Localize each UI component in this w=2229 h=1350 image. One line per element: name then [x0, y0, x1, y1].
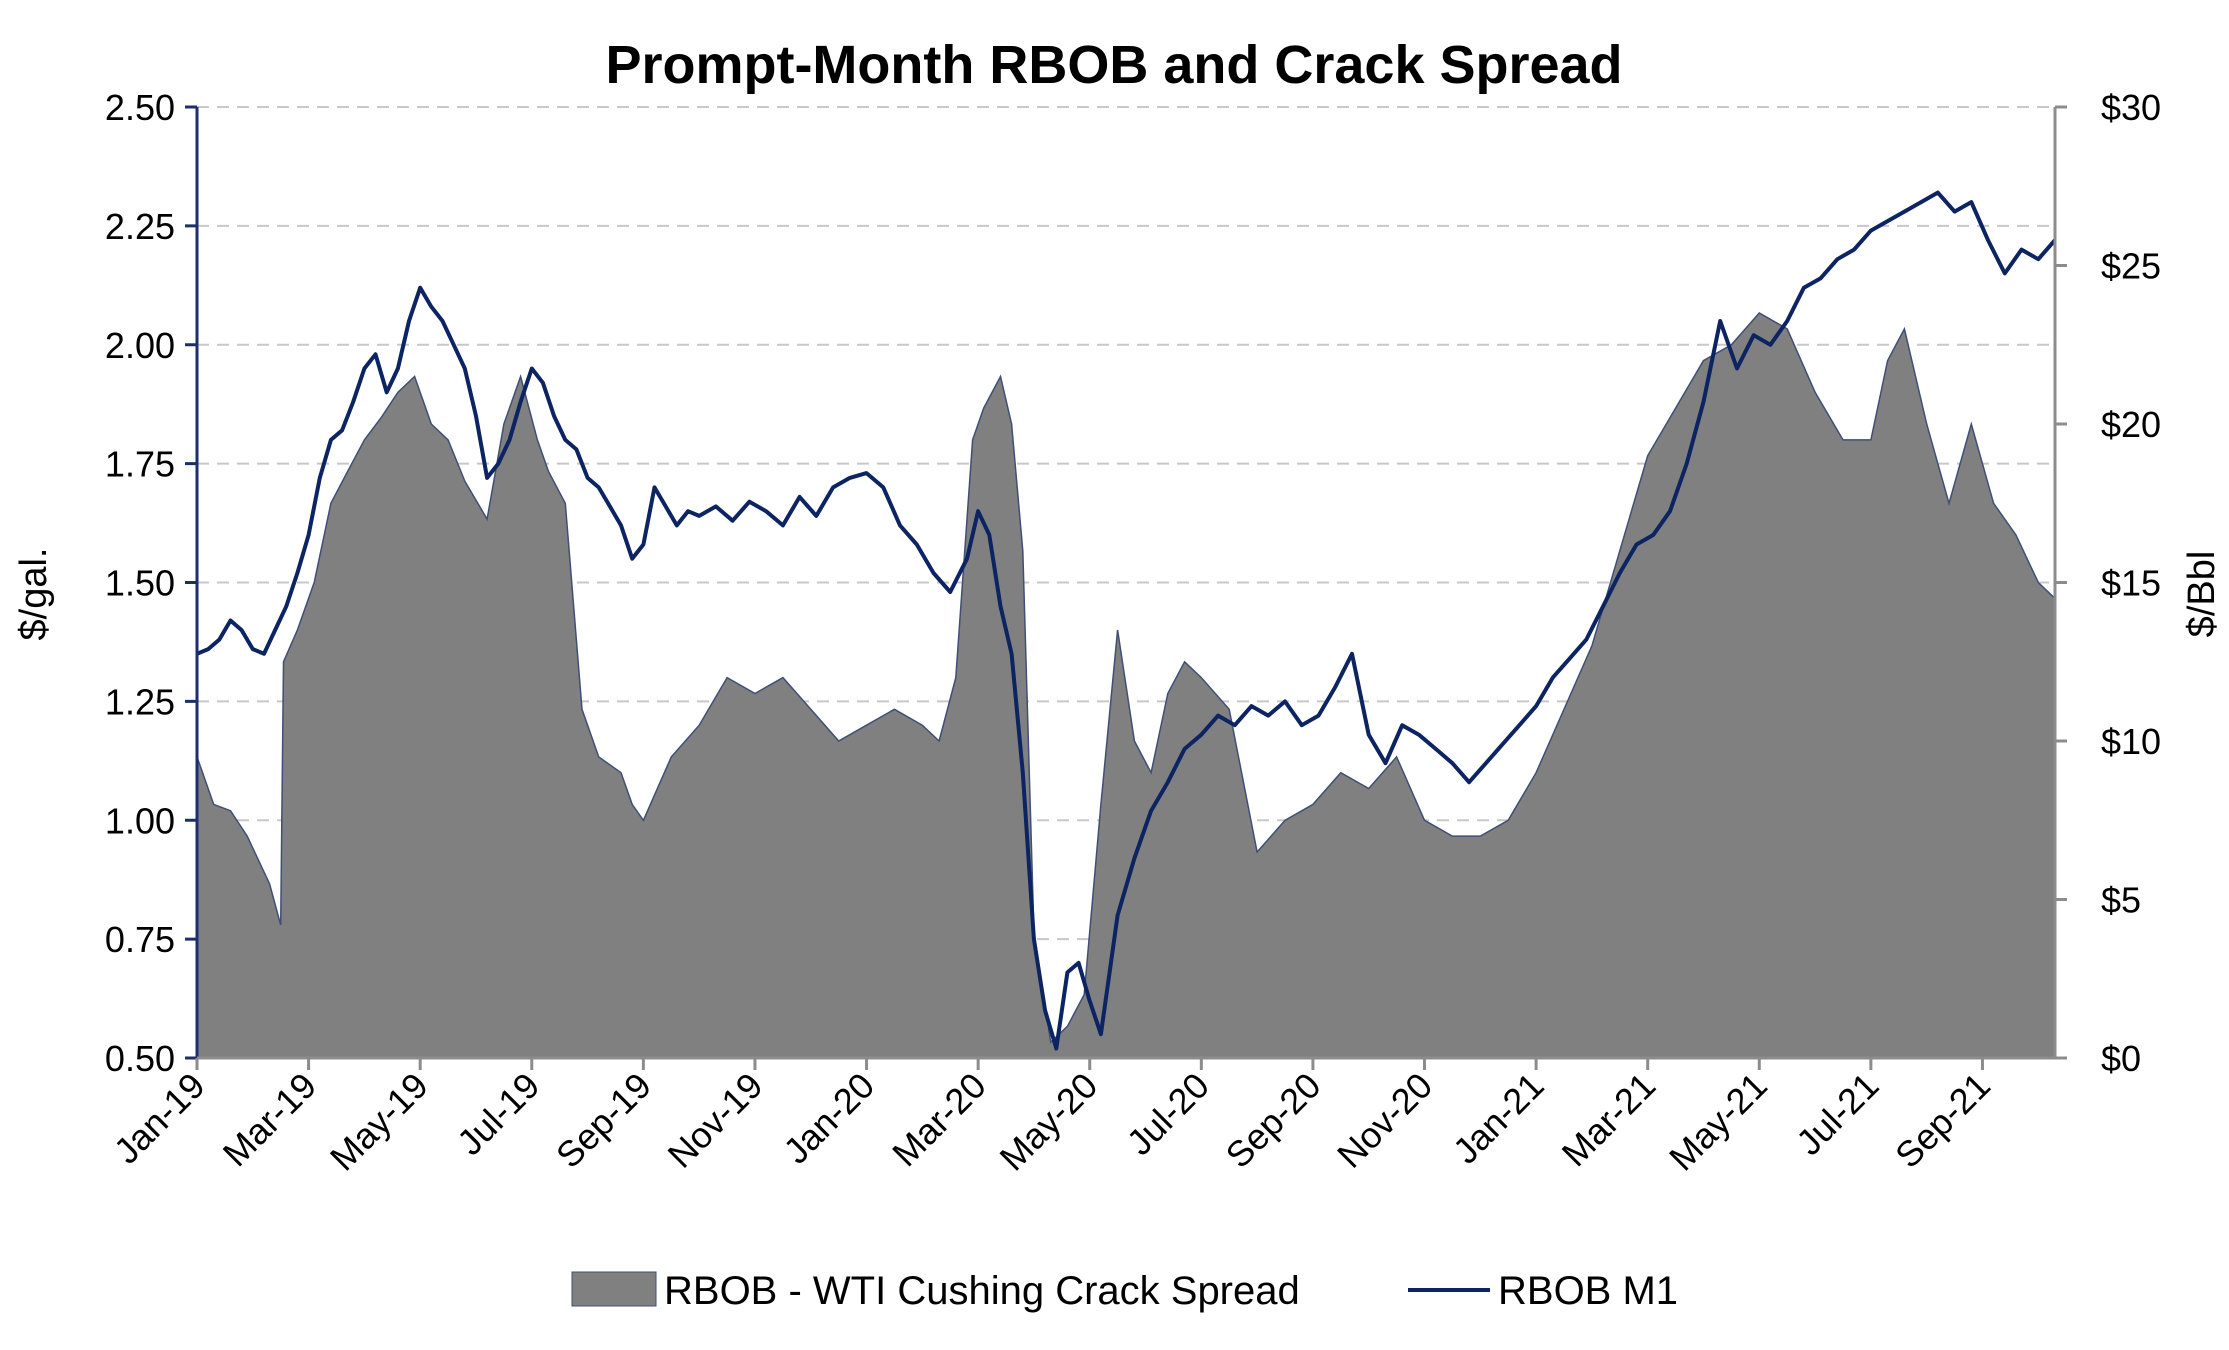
legend-label-crack-spread: RBOB - WTI Cushing Crack Spread: [664, 1269, 1300, 1313]
x-tick-label: Jul-20: [1119, 1065, 1217, 1163]
crack-spread-area: [196, 312, 2056, 1059]
y-left-tick-label: 1.50: [105, 563, 175, 604]
crack-spread-area-path: [196, 312, 2056, 1059]
y-right-tick-label: $5: [2101, 880, 2141, 921]
y-right-tick-label: $25: [2101, 246, 2161, 287]
y-left-tick-label: 1.25: [105, 681, 175, 722]
y-right-tick-label: $20: [2101, 404, 2161, 445]
y-right-tick-label: $10: [2101, 721, 2161, 762]
left-axis-ticks: 0.50 0.75 1.00 1.25 1.50 1.75 2.00 2.25 2.50: [105, 87, 197, 1079]
y-right-tick-label: $30: [2101, 87, 2161, 128]
legend-swatch-crack-spread: [571, 1271, 657, 1307]
x-tick-label: Jul-21: [1788, 1065, 1886, 1163]
y-left-tick-label: 2.00: [105, 325, 175, 366]
rbob-m1-line: [196, 190, 2057, 1051]
x-tick-label: Sep-20: [1217, 1065, 1328, 1176]
x-tick-label: Jan-21: [1445, 1065, 1552, 1172]
legend-label-rbob-m1: RBOB M1: [1498, 1269, 1678, 1313]
x-tick-label: Mar-19: [215, 1065, 325, 1175]
y-right-tick-label: $0: [2101, 1038, 2141, 1079]
y-left-tick-label: 1.75: [105, 444, 175, 485]
x-tick-label: Mar-21: [1554, 1065, 1664, 1175]
legend: RBOB - WTI Cushing Crack Spread RBOB M1: [571, 1269, 1678, 1313]
x-tick-label: May-21: [1661, 1065, 1775, 1179]
right-axis-ticks: $0 $5 $10 $15 $20 $25 $30: [2055, 87, 2161, 1079]
x-tick-label: May-19: [322, 1065, 436, 1179]
y-left-tick-label: 2.25: [105, 206, 175, 247]
x-tick-label: Jan-19: [106, 1065, 213, 1172]
y-right-tick-label: $15: [2101, 563, 2161, 604]
x-tick-label: Mar-20: [884, 1065, 994, 1175]
y-left-tick-label: 0.75: [105, 919, 175, 960]
y-left-tick-label: 1.00: [105, 800, 175, 841]
x-tick-label: Nov-20: [1329, 1065, 1440, 1176]
x-tick-label: Jan-20: [775, 1065, 882, 1172]
x-tick-label: Nov-19: [660, 1065, 771, 1176]
x-tick-label: Sep-19: [548, 1065, 659, 1176]
y-right-axis-label: $/Bbl: [2181, 551, 2223, 638]
x-tick-label: Sep-21: [1887, 1065, 1998, 1176]
x-tick-label: Jul-19: [449, 1065, 547, 1163]
chart-title: Prompt-Month RBOB and Crack Spread: [605, 35, 1622, 95]
y-left-tick-label: 2.50: [105, 87, 175, 128]
rbob-m1-line-path: [196, 190, 2057, 1051]
y-left-axis-label: $/gal.: [13, 548, 55, 641]
x-tick-label: May-20: [992, 1065, 1106, 1179]
y-left-tick-label: 0.50: [105, 1038, 175, 1079]
